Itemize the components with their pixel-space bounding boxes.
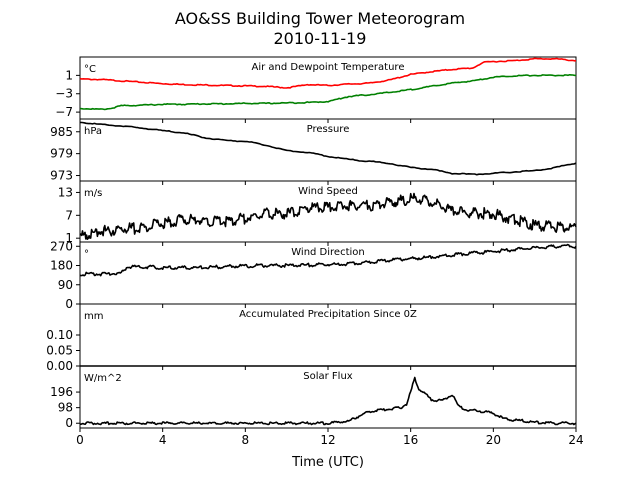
y-tick-label: 0 (65, 297, 73, 311)
panel-wind-speed: 13 7 1 m/s Wind Speed (58, 180, 577, 246)
x-tick-label: 12 (320, 433, 335, 447)
panel-temperature: 1 −3 −7 °C Air and Dewpoint Temperature (55, 56, 577, 123)
y-tick-label: 1 (65, 231, 73, 245)
panel-title: Pressure (307, 124, 350, 135)
y-tick-label: 0.00 (46, 359, 73, 373)
y-tick-label: 985 (50, 125, 73, 139)
unit-label: ° (84, 249, 89, 260)
unit-label: W/m^2 (84, 373, 122, 384)
y-tick-label: 13 (58, 185, 73, 199)
y-tick-label: −7 (55, 105, 73, 119)
y-tick-label: −3 (55, 87, 73, 101)
unit-label: mm (84, 311, 103, 322)
figure-title-line1: AO&SS Building Tower Meteorogram (175, 9, 465, 28)
x-tick-label: 16 (403, 433, 418, 447)
x-tick-label: 0 (76, 433, 84, 447)
y-tick-label: 270 (50, 239, 73, 253)
x-tick-label: 4 (159, 433, 167, 447)
y-tick-label: 0.10 (46, 328, 73, 342)
panel-title: Wind Speed (298, 186, 358, 197)
series-line-temperature-0 (79, 57, 577, 89)
panel-title: Solar Flux (303, 371, 353, 382)
series-line-wind-speed-0 (79, 192, 577, 240)
panel-precipitation: 0.10 0.050.00 mm Accumulated Precipitation … (46, 303, 577, 373)
shared-x-axis: 0 4 8 12 16 20 24 (76, 433, 583, 447)
unit-label: hPa (84, 126, 102, 137)
unit-label: °C (84, 64, 96, 75)
y-tick-label: 973 (50, 169, 73, 183)
y-tick-label: 98 (58, 401, 73, 415)
figure-title-line2: 2010-11-19 (274, 29, 367, 48)
panel-title: Accumulated Precipitation Since 0Z (239, 309, 417, 320)
unit-label: m/s (84, 188, 102, 199)
y-tick-label: 0.05 (46, 344, 73, 358)
y-tick-label: 1 (65, 68, 73, 82)
panel-solar-flux: 196 980 W/m^2 Solar Flux (50, 365, 577, 432)
y-tick-label: 979 (50, 147, 73, 161)
x-axis-label: Time (UTC) (291, 455, 364, 470)
y-tick-label: 196 (50, 385, 73, 399)
y-tick-label: 90 (58, 278, 73, 292)
panel-wind-direction: 270 180 90 0 ° Wind Direction (50, 239, 577, 311)
y-tick-label: 7 (65, 208, 73, 222)
panel-stack: 1 −3 −7 °C Air and Dewpoint Temperature 985 97… (46, 56, 577, 432)
x-tick-label: 20 (486, 433, 501, 447)
series-line-pressure-0 (79, 121, 577, 176)
panel-title: Wind Direction (291, 247, 365, 258)
series-line-temperature-1 (79, 74, 577, 111)
x-tick-label: 8 (242, 433, 250, 447)
series-line-solar-flux-0 (80, 376, 577, 426)
series-line-wind-direction-0 (79, 243, 577, 277)
x-tick-label: 24 (568, 433, 583, 447)
panel-pressure: 985 979 973 hPa Pressure (50, 118, 577, 185)
y-tick-label: 0 (65, 416, 73, 430)
panel-title: Air and Dewpoint Temperature (252, 62, 405, 73)
y-tick-label: 180 (50, 259, 73, 273)
